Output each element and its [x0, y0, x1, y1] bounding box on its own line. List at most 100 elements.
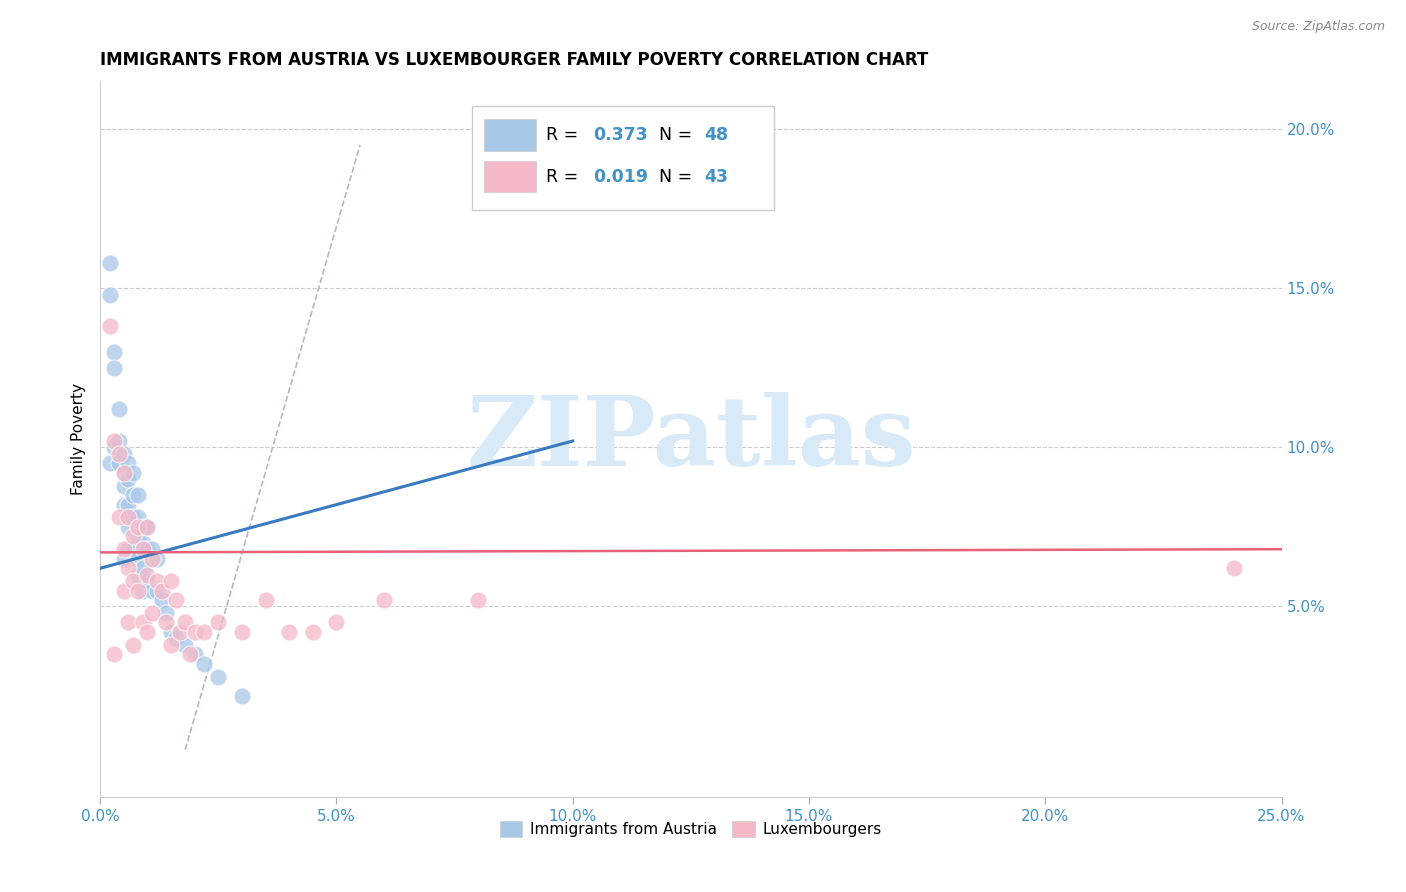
Point	[155, 615, 177, 630]
Point	[112, 498, 135, 512]
Point	[108, 434, 131, 448]
Point	[131, 542, 153, 557]
Text: 48: 48	[704, 126, 728, 144]
Point	[117, 456, 139, 470]
Point	[112, 447, 135, 461]
Text: N =: N =	[659, 126, 697, 144]
Point	[174, 615, 197, 630]
Point	[122, 542, 145, 557]
Point	[146, 583, 169, 598]
Point	[108, 456, 131, 470]
Point	[150, 593, 173, 607]
Point	[103, 344, 125, 359]
Point	[103, 360, 125, 375]
Text: R =: R =	[546, 168, 583, 186]
Point	[325, 615, 347, 630]
Point	[254, 593, 277, 607]
Point	[122, 638, 145, 652]
Point	[165, 632, 187, 646]
Point	[108, 510, 131, 524]
Point	[136, 520, 159, 534]
Point	[1223, 561, 1246, 575]
Point	[112, 466, 135, 480]
Point	[141, 606, 163, 620]
Point	[117, 561, 139, 575]
Point	[165, 593, 187, 607]
Point	[122, 466, 145, 480]
Point	[373, 593, 395, 607]
Point	[117, 615, 139, 630]
Point	[98, 319, 121, 334]
Point	[193, 624, 215, 639]
Y-axis label: Family Poverty: Family Poverty	[72, 384, 86, 495]
Text: IMMIGRANTS FROM AUSTRIA VS LUXEMBOURGER FAMILY POVERTY CORRELATION CHART: IMMIGRANTS FROM AUSTRIA VS LUXEMBOURGER …	[100, 51, 928, 69]
Point	[112, 583, 135, 598]
Point	[231, 689, 253, 703]
Point	[136, 567, 159, 582]
FancyBboxPatch shape	[472, 106, 773, 211]
Point	[174, 638, 197, 652]
Point	[146, 551, 169, 566]
Point	[122, 529, 145, 543]
Point	[183, 647, 205, 661]
Point	[136, 520, 159, 534]
Point	[98, 287, 121, 301]
Point	[131, 561, 153, 575]
Point	[117, 510, 139, 524]
Point	[131, 536, 153, 550]
Point	[193, 657, 215, 671]
Point	[131, 520, 153, 534]
Point	[136, 624, 159, 639]
Point	[278, 624, 301, 639]
Point	[103, 434, 125, 448]
Text: ZIPatlas: ZIPatlas	[465, 392, 915, 486]
Point	[117, 542, 139, 557]
Point	[127, 520, 149, 534]
Point	[169, 624, 191, 639]
Point	[117, 472, 139, 486]
Point	[150, 583, 173, 598]
Text: 0.019: 0.019	[593, 168, 648, 186]
Point	[131, 615, 153, 630]
Point	[155, 606, 177, 620]
Point	[98, 456, 121, 470]
Text: Source: ZipAtlas.com: Source: ZipAtlas.com	[1251, 20, 1385, 33]
Point	[136, 542, 159, 557]
Point	[122, 574, 145, 588]
Point	[146, 574, 169, 588]
Point	[467, 593, 489, 607]
Point	[160, 638, 183, 652]
Point	[112, 542, 135, 557]
Point	[207, 669, 229, 683]
Point	[112, 551, 135, 566]
Text: 0.373: 0.373	[593, 126, 647, 144]
Point	[122, 510, 145, 524]
FancyBboxPatch shape	[484, 161, 536, 193]
Point	[103, 647, 125, 661]
Point	[112, 466, 135, 480]
Point	[108, 402, 131, 417]
Point	[160, 574, 183, 588]
Point	[141, 551, 163, 566]
Point	[98, 256, 121, 270]
Legend: Immigrants from Austria, Luxembourgers: Immigrants from Austria, Luxembourgers	[494, 815, 889, 844]
Point	[108, 447, 131, 461]
Point	[127, 583, 149, 598]
Point	[127, 567, 149, 582]
Point	[183, 624, 205, 639]
Text: 43: 43	[704, 168, 728, 186]
Point	[179, 647, 201, 661]
Point	[122, 488, 145, 502]
FancyBboxPatch shape	[484, 120, 536, 151]
Point	[141, 583, 163, 598]
Point	[127, 529, 149, 543]
Point	[136, 574, 159, 588]
Point	[160, 624, 183, 639]
Point	[127, 551, 149, 566]
Point	[131, 583, 153, 598]
Point	[301, 624, 323, 639]
Point	[117, 498, 139, 512]
Text: N =: N =	[659, 168, 697, 186]
Point	[112, 478, 135, 492]
Point	[231, 624, 253, 639]
